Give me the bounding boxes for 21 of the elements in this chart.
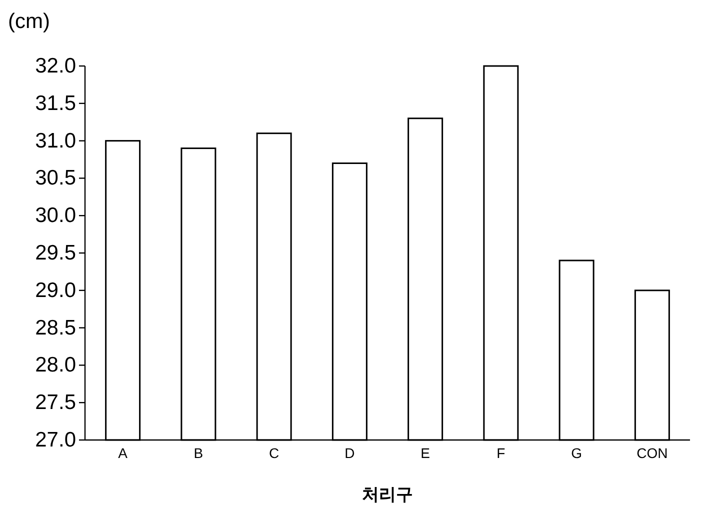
y-axis-title: (cm) <box>8 10 50 33</box>
x-tick-label: F <box>496 445 506 461</box>
y-tick-label: 30.5 <box>35 166 76 190</box>
x-tick-label: E <box>420 445 430 461</box>
y-tick-label: 29.5 <box>35 242 76 264</box>
y-tick-label: 27.5 <box>35 391 76 414</box>
y-tick-label: 31.0 <box>35 129 76 152</box>
y-tick-label: 28.0 <box>35 354 76 377</box>
x-tick-label: CON <box>636 445 668 461</box>
x-tick-label: C <box>269 445 280 461</box>
y-tick-label: 29.0 <box>35 278 76 302</box>
x-tick-label: G <box>571 445 582 461</box>
y-tick-label: 32.0 <box>35 54 76 78</box>
y-tick-label: 27.0 <box>35 428 76 452</box>
y-tick-label: 31.5 <box>35 92 76 115</box>
y-tick-label: 28.5 <box>35 316 76 340</box>
x-tick-label: D <box>344 445 355 461</box>
y-tick-label: 30.0 <box>35 204 76 228</box>
x-tick-label: B <box>194 445 204 461</box>
x-axis-title: 처리구 <box>362 485 413 504</box>
x-tick-label: A <box>118 445 128 461</box>
